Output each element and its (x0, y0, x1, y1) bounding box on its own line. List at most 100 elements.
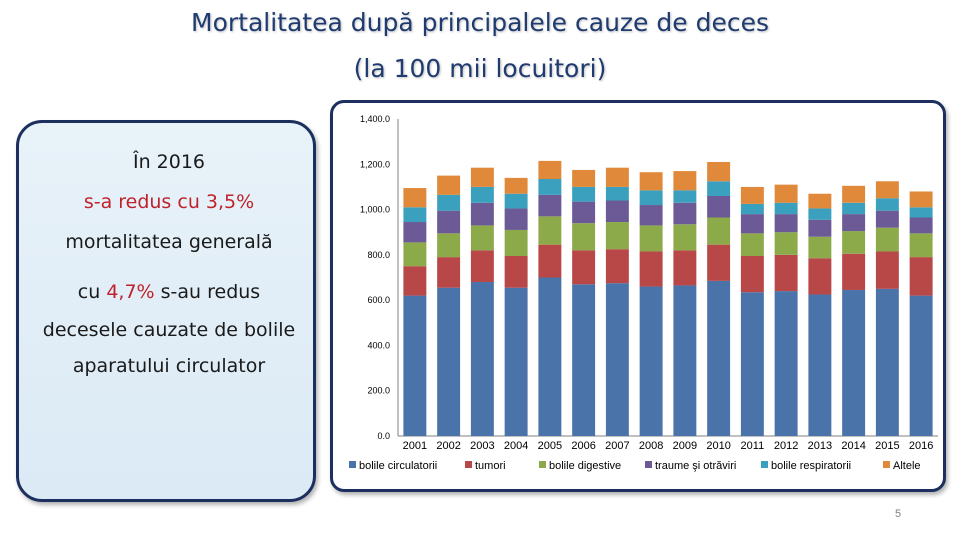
bar-segment (639, 205, 663, 226)
bar-segment (403, 207, 427, 223)
summary-line6: aparatului circulator (72, 355, 266, 377)
bar-segment (403, 188, 427, 208)
legend-label: traume şi otrăviri (655, 460, 736, 472)
x-tick-label: 2009 (673, 440, 697, 452)
bar-segment (605, 167, 629, 187)
bar-segment (437, 233, 461, 258)
x-tick-label: 2007 (605, 440, 629, 452)
bar-segment (909, 191, 933, 208)
bar-segment (673, 285, 697, 436)
bar-segment (808, 193, 832, 209)
y-tick-label: 800.0 (367, 250, 390, 260)
bar-segment (437, 210, 461, 234)
x-tick-label: 2011 (741, 440, 765, 452)
summary-prefix: cu (77, 281, 107, 303)
bar-segment (470, 167, 494, 187)
legend-swatch (465, 461, 472, 468)
bar-segment (572, 169, 596, 187)
bar-segment (639, 225, 663, 252)
bar-segment (504, 177, 528, 194)
summary-circulatory-reduction: cu 4,7% s-au redus (19, 281, 319, 303)
stacked-bar-chart: 0.0 200.0 400.0 600.0 800.0 1,000.0 1,200.0 1,4… (349, 114, 938, 472)
bar-segment (707, 195, 731, 218)
bar-segment (605, 186, 629, 201)
y-tick-label: 400.0 (367, 340, 390, 350)
y-tick-label: 200.0 (367, 386, 390, 396)
x-tick-label: 2001 (403, 440, 427, 452)
bar-segment (740, 186, 764, 204)
bar-segment (504, 229, 528, 256)
y-tick-label: 600.0 (367, 295, 390, 305)
bar-segment (572, 223, 596, 251)
bar-segment (403, 295, 427, 436)
y-tick-label: 1,200.0 (360, 159, 390, 169)
summary-textbox: În 2016 s-a redus cu 3,5% mortalitatea g… (16, 120, 316, 502)
bar-segment (437, 194, 461, 211)
bar-segment (842, 202, 866, 215)
bar-segment (740, 292, 764, 436)
bar-segment (639, 190, 663, 206)
x-tick-label: 2004 (504, 440, 528, 452)
bar-segment (605, 283, 629, 436)
bar-segment (842, 185, 866, 203)
page-subtitle: (la 100 mii locuitori) (353, 54, 607, 83)
legend-swatch (883, 461, 890, 468)
y-tick-label: 1,400.0 (360, 114, 390, 124)
bar-segment (504, 208, 528, 230)
bar-segment (538, 244, 562, 278)
bar-segment (572, 186, 596, 202)
x-tick-label: 2016 (909, 440, 933, 452)
bar-segment (909, 233, 933, 258)
x-tick-label: 2014 (841, 440, 865, 452)
summary-suffix: s-au redus (154, 281, 261, 303)
bar-segment (740, 233, 764, 256)
summary-general-reduction: s-a redus cu 3,5% (83, 191, 255, 213)
bar-segment (437, 175, 461, 195)
bar-segment (842, 253, 866, 290)
legend-label: Altele (893, 460, 921, 472)
legend-swatch (645, 461, 652, 468)
y-tick-label: 0.0 (377, 431, 390, 441)
bar-segment (605, 249, 629, 284)
bar-segment (403, 266, 427, 296)
summary-line5: decesele cauzate de bolile (42, 319, 296, 341)
bar-segment (707, 162, 731, 182)
bar-segment (842, 231, 866, 254)
bar-segment (740, 214, 764, 234)
bar-segment (673, 202, 697, 225)
bar-segment (639, 172, 663, 191)
bar-segment (909, 207, 933, 218)
bar-segment (875, 210, 899, 228)
bar-segment (909, 217, 933, 234)
bar-segment (673, 250, 697, 286)
y-tick-label: 1,000.0 (360, 205, 390, 215)
bar-segment (538, 216, 562, 245)
bar-segment (605, 200, 629, 223)
bar-segment (707, 244, 731, 281)
bar-segment (403, 242, 427, 267)
bar-segment (538, 277, 562, 436)
bar-segment (572, 284, 596, 436)
summary-percent: 4,7% (106, 281, 155, 303)
legend-swatch (539, 461, 546, 468)
bar-segment (875, 181, 899, 199)
bar-segment (875, 288, 899, 436)
bar-segment (909, 295, 933, 436)
x-tick-label: 2013 (808, 440, 832, 452)
bar-segment (808, 208, 832, 220)
legend-swatch (761, 461, 768, 468)
bar-segment (470, 250, 494, 283)
bar-segment (673, 171, 697, 191)
bar-segment (470, 282, 494, 436)
bar-segment (909, 257, 933, 296)
x-tick-label: 2010 (706, 440, 730, 452)
bar-segment (437, 287, 461, 436)
bar-segment (842, 214, 866, 232)
bar-segment (538, 194, 562, 217)
legend-label: bolile circulatorii (359, 460, 437, 472)
bar-segment (808, 294, 832, 436)
bar-segment (740, 203, 764, 215)
bar-segment (470, 202, 494, 226)
chart-frame: 0.0 200.0 400.0 600.0 800.0 1,000.0 1,200.0 1,4… (330, 100, 946, 492)
x-tick-label: 2015 (875, 440, 899, 452)
